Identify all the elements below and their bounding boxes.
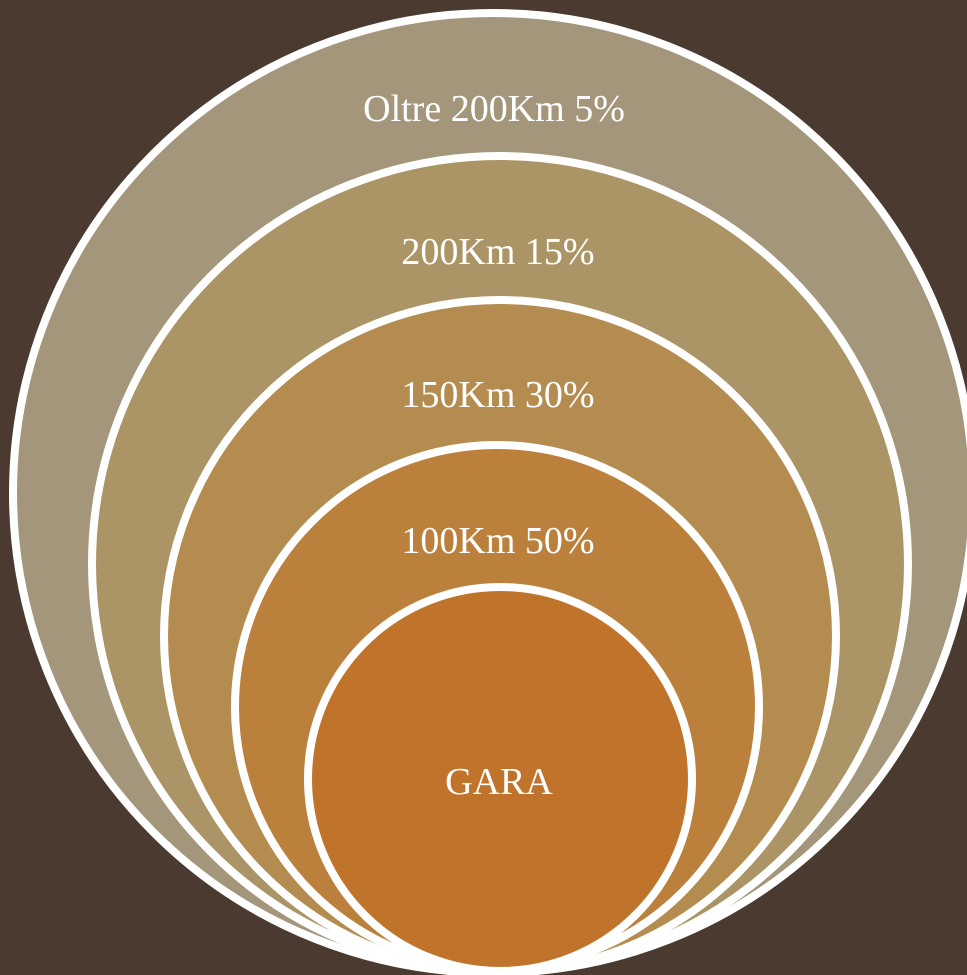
label-100km: 100Km 50%	[401, 520, 594, 562]
label-200km: 200Km 15%	[401, 231, 594, 273]
label-150km: 150Km 30%	[401, 374, 594, 416]
label-gara: GARA	[445, 761, 553, 803]
ring-gara	[304, 583, 696, 975]
label-oltre-200km: Oltre 200Km 5%	[363, 88, 625, 130]
